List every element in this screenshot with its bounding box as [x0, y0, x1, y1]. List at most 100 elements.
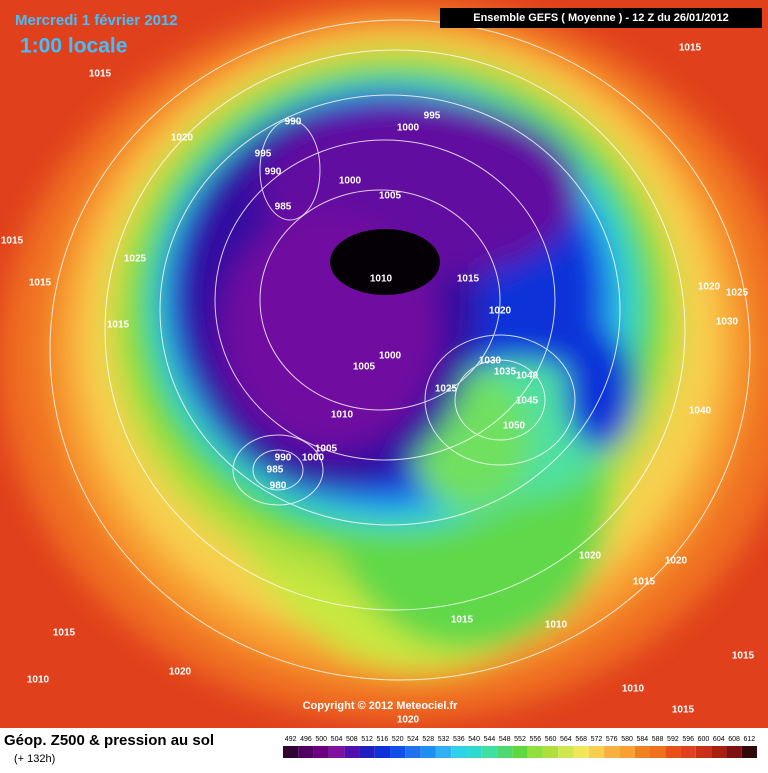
scale-swatch	[466, 746, 482, 758]
isobar-label: 1000	[302, 453, 325, 464]
isobar-label: 1015	[732, 651, 755, 662]
isobar-label: 1005	[315, 444, 338, 455]
scale-label: 584	[636, 736, 648, 743]
isobar-label: 1025	[726, 288, 749, 299]
scale-swatch	[328, 746, 345, 758]
scale-swatch	[512, 746, 528, 758]
scale-label: 568	[575, 736, 587, 743]
run-box	[440, 8, 762, 28]
scale-label: 532	[438, 736, 450, 743]
isobar-label: 990	[285, 117, 302, 128]
scale-label: 556	[529, 736, 541, 743]
scale-label: 576	[606, 736, 618, 743]
isobar-label: 1015	[107, 320, 130, 331]
isobar-label: 1015	[1, 236, 24, 247]
scale-label: 504	[331, 736, 343, 743]
isobar-label: 1010	[370, 274, 393, 285]
scale-swatch	[374, 746, 391, 758]
scale-label: 588	[652, 736, 664, 743]
scale-label: 520	[392, 736, 404, 743]
scale-label: 524	[407, 736, 419, 743]
isobar-label: 1040	[516, 371, 539, 382]
isobar-label: 1010	[622, 684, 645, 695]
isobar-labels: 1015101599099510001020995990100010059851…	[1, 43, 755, 726]
scale-label: 600	[698, 736, 710, 743]
scale-swatch	[390, 746, 406, 758]
isobar-label: 1005	[379, 191, 402, 202]
isobar-label: 1020	[397, 715, 420, 726]
low-core	[330, 229, 440, 295]
isobar-label: 1010	[27, 675, 50, 686]
scale-label: 572	[591, 736, 603, 743]
scale-swatch	[359, 746, 375, 758]
isobars	[49, 19, 751, 681]
scale-swatch	[741, 746, 757, 758]
scale-label: 608	[728, 736, 740, 743]
scale-label: 552	[514, 736, 526, 743]
isobar-label: 1015	[457, 274, 480, 285]
scale-swatch	[604, 746, 620, 758]
scale-label: 548	[499, 736, 511, 743]
isobar-label: 990	[275, 453, 292, 464]
date: Mercredi 1 février 2012	[15, 12, 178, 29]
isobar-label: 1015	[451, 615, 474, 626]
scale-swatch	[497, 746, 513, 758]
scale-label: 596	[682, 736, 694, 743]
scale-swatch	[695, 746, 712, 758]
scale-swatch	[283, 746, 299, 758]
isobar-label: 1045	[516, 396, 539, 407]
isobar-label: 1010	[545, 620, 568, 631]
isobar-label: 1030	[716, 317, 739, 328]
isobar-label: 1000	[379, 351, 402, 362]
scale-label: 536	[453, 736, 465, 743]
scale-swatch	[588, 746, 605, 758]
isobar-label: 990	[265, 167, 282, 178]
footer-lead: (+ 132h)	[14, 753, 55, 765]
run-info: Ensemble GEFS ( Moyenne ) - 12 Z du 26/0…	[473, 12, 729, 24]
scale-swatch	[542, 746, 559, 758]
scale-label: 560	[545, 736, 557, 743]
scale-swatch	[665, 746, 681, 758]
isobar-label: 1030	[479, 356, 502, 367]
isobar-label: 1015	[89, 69, 112, 80]
isobar-label: 1035	[494, 367, 517, 378]
scale-label: 612	[744, 736, 756, 743]
scale-label: 592	[667, 736, 679, 743]
scale-swatch	[344, 746, 360, 758]
scale-swatch	[298, 746, 314, 758]
scale-swatch	[649, 746, 666, 758]
isobar-label: 1000	[397, 123, 420, 134]
copyright: Copyright © 2012 Meteociel.fr	[303, 700, 459, 712]
isobar-label: 985	[275, 202, 292, 213]
scale-label: 512	[361, 736, 373, 743]
isobar-label: 995	[424, 111, 441, 122]
isobar-label: 980	[270, 481, 287, 492]
scale-label: 528	[422, 736, 434, 743]
isobar-label: 1025	[124, 254, 147, 265]
isobar-label: 995	[255, 149, 272, 160]
isobar-label: 1020	[665, 556, 688, 567]
isobar-label: 1015	[53, 628, 76, 639]
scale-swatch	[420, 746, 436, 758]
isobar-label: 1000	[339, 176, 362, 187]
isobar-label: 1015	[633, 577, 656, 588]
scale-swatch	[481, 746, 498, 758]
footer-title: Géop. Z500 & pression au sol	[4, 732, 214, 749]
isobar-label: 1020	[698, 282, 721, 293]
scale-label: 508	[346, 736, 358, 743]
scale-label: 580	[621, 736, 633, 743]
scale-swatch	[634, 746, 650, 758]
scale-swatch	[711, 746, 727, 758]
isobar-label: 1020	[169, 667, 192, 678]
color-scale: 492 496 500 504 508 512 516 520 524 528 532 536 540 5…	[283, 736, 757, 758]
scale-label: 492	[285, 736, 297, 743]
scale-swatch	[680, 746, 696, 758]
scale-swatch	[573, 746, 589, 758]
scale-swatch	[435, 746, 452, 758]
scale-swatch	[527, 746, 543, 758]
isobar-label: 1040	[689, 406, 712, 417]
scale-swatch	[405, 746, 421, 758]
scale-label: 544	[484, 736, 496, 743]
scale-swatch	[619, 746, 635, 758]
